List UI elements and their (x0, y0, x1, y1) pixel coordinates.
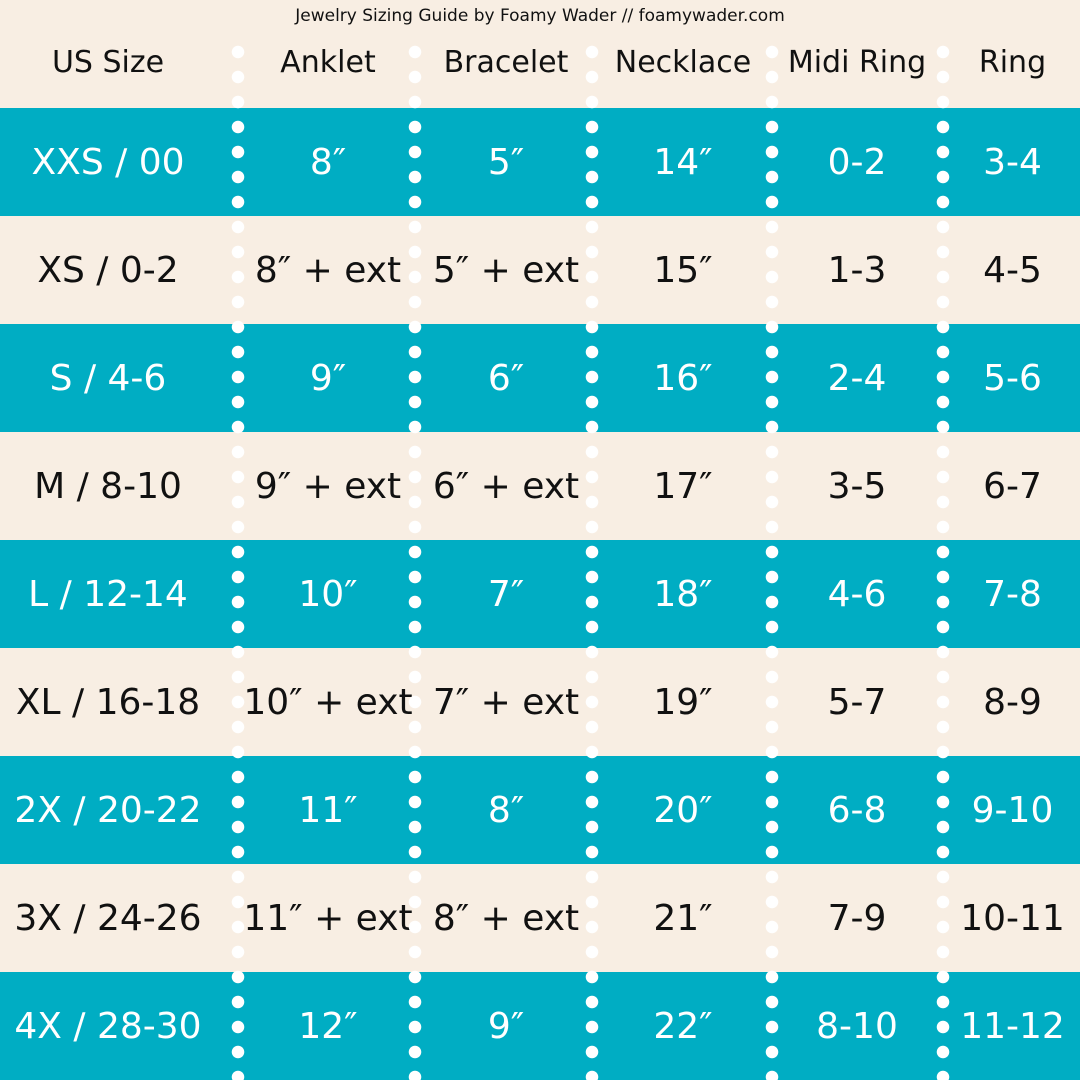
table-row: XS / 0-2 8″ + ext 5″ + ext 15″ 1-3 4-5 (0, 216, 1080, 324)
header-us-size: US Size (51, 44, 165, 80)
column-divider (936, 45, 950, 1080)
cell-bracelet: 6″ (487, 357, 525, 399)
cell-ring: 4-5 (983, 249, 1042, 291)
table-row: S / 4-6 9″ 6″ 16″ 2-4 5-6 (0, 324, 1080, 432)
cell-bracelet: 6″ + ext (432, 465, 580, 507)
cell-bracelet: 7″ (487, 573, 525, 615)
header-bracelet: Bracelet (443, 44, 569, 80)
table-row: 2X / 20-22 11″ 8″ 20″ 6-8 9-10 (0, 756, 1080, 864)
table-row: M / 8-10 9″ + ext 6″ + ext 17″ 3-5 6-7 (0, 432, 1080, 540)
table-row: 4X / 28-30 12″ 9″ 22″ 8-10 11-12 (0, 972, 1080, 1080)
guide-title: Jewelry Sizing Guide by Foamy Wader // f… (295, 6, 785, 26)
cell-bracelet: 5″ (487, 141, 525, 183)
cell-midi-ring: 3-5 (827, 465, 887, 507)
cell-necklace: 21″ (653, 897, 713, 939)
cell-midi-ring: 1-3 (827, 249, 887, 291)
cell-midi-ring: 4-6 (827, 573, 887, 615)
cell-anklet: 12″ (298, 1005, 358, 1047)
cell-anklet: 11″ (298, 789, 358, 831)
cell-ring: 6-7 (983, 465, 1042, 507)
cell-midi-ring: 5-7 (827, 681, 887, 723)
cell-ring: 9-10 (971, 789, 1054, 831)
cell-us-size: XL / 16-18 (15, 681, 201, 723)
cell-necklace: 16″ (653, 357, 713, 399)
cell-midi-ring: 8-10 (816, 1005, 898, 1047)
cell-necklace: 14″ (653, 141, 713, 183)
table-row: L / 12-14 10″ 7″ 18″ 4-6 7-8 (0, 540, 1080, 648)
cell-anklet: 8″ (309, 141, 347, 183)
column-divider (408, 45, 422, 1080)
table-row: XL / 16-18 10″ + ext 7″ + ext 19″ 5-7 8-9 (0, 648, 1080, 756)
cell-us-size: XS / 0-2 (37, 249, 179, 291)
column-divider (231, 45, 245, 1080)
header-necklace: Necklace (614, 44, 752, 80)
cell-bracelet: 8″ + ext (432, 897, 580, 939)
table-row: 3X / 24-26 11″ + ext 8″ + ext 21″ 7-9 10-11 (0, 864, 1080, 972)
cell-anklet: 9″ (309, 357, 347, 399)
cell-us-size: S / 4-6 (49, 357, 167, 399)
cell-us-size: 2X / 20-22 (14, 789, 202, 831)
cell-ring: 8-9 (983, 681, 1042, 723)
cell-necklace: 19″ (653, 681, 713, 723)
cell-bracelet: 7″ + ext (432, 681, 580, 723)
cell-anklet: 10″ (298, 573, 358, 615)
cell-us-size: L / 12-14 (28, 573, 188, 615)
cell-us-size: XXS / 00 (31, 141, 185, 183)
cell-anklet: 9″ + ext (254, 465, 402, 507)
cell-us-size: M / 8-10 (34, 465, 182, 507)
cell-necklace: 20″ (653, 789, 713, 831)
cell-midi-ring: 7-9 (827, 897, 887, 939)
cell-ring: 11-12 (960, 1005, 1065, 1047)
column-divider (585, 45, 599, 1080)
cell-bracelet: 8″ (487, 789, 525, 831)
cell-midi-ring: 6-8 (827, 789, 887, 831)
cell-ring: 10-11 (960, 897, 1065, 939)
cell-bracelet: 5″ + ext (432, 249, 580, 291)
cell-necklace: 15″ (653, 249, 713, 291)
header-midi-ring: Midi Ring (787, 44, 927, 80)
header-row: US Size Anklet Bracelet Necklace Midi Ri… (0, 16, 1080, 108)
cell-midi-ring: 0-2 (827, 141, 887, 183)
cell-us-size: 4X / 28-30 (14, 1005, 202, 1047)
header-ring: Ring (978, 44, 1047, 80)
cell-necklace: 22″ (653, 1005, 713, 1047)
cell-ring: 7-8 (983, 573, 1042, 615)
table-row: XXS / 00 8″ 5″ 14″ 0-2 3-4 (0, 108, 1080, 216)
cell-necklace: 18″ (653, 573, 713, 615)
cell-anklet: 10″ + ext (243, 681, 413, 723)
column-divider (765, 45, 779, 1080)
header-anklet: Anklet (280, 44, 376, 80)
cell-midi-ring: 2-4 (827, 357, 887, 399)
cell-ring: 5-6 (983, 357, 1042, 399)
cell-us-size: 3X / 24-26 (14, 897, 202, 939)
cell-anklet: 8″ + ext (254, 249, 402, 291)
cell-ring: 3-4 (983, 141, 1042, 183)
cell-bracelet: 9″ (487, 1005, 525, 1047)
cell-necklace: 17″ (653, 465, 713, 507)
cell-anklet: 11″ + ext (243, 897, 413, 939)
